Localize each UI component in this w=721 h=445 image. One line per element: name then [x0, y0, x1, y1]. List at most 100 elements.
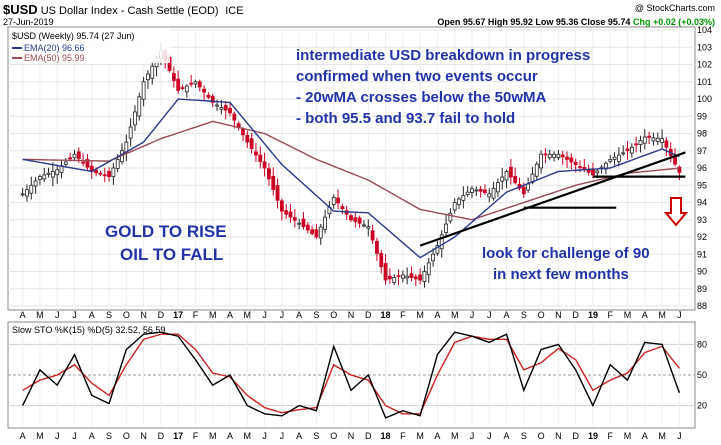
time-tick-label-sto: O	[538, 431, 545, 441]
candle-body	[262, 161, 267, 169]
candle-body	[318, 226, 323, 239]
candlestick-series	[20, 42, 682, 288]
candle-body	[612, 156, 617, 160]
candle-body	[288, 211, 293, 218]
price-tick-label: 100	[697, 94, 712, 104]
time-tick-label-sto: J	[280, 431, 285, 441]
candle-body	[470, 188, 474, 193]
candle-body	[513, 176, 518, 184]
candle-body	[331, 196, 336, 205]
trendline	[419, 151, 686, 247]
time-tick-label-sto: A	[642, 431, 648, 441]
annotation-line-2: confirmed when two events occur	[296, 68, 538, 85]
ohlc-values: Open 95.67 High 95.92 Low 95.36 Close 95…	[437, 17, 631, 27]
candle-body	[232, 113, 237, 121]
candle-body	[314, 229, 319, 238]
legend-main: $USD (Weekly) 95.74 (27 Jun) EMA(20) 96.…	[10, 29, 170, 63]
time-tick-label: O	[330, 310, 337, 320]
time-tick-label-sto: J	[470, 431, 475, 441]
candle-body	[569, 157, 574, 163]
candle-body	[20, 193, 25, 196]
candle-body	[284, 210, 289, 215]
candle-body	[461, 195, 466, 201]
candle-body	[202, 88, 207, 93]
candle-body	[189, 82, 194, 85]
time-tick-label: A	[434, 310, 440, 320]
time-tick-label-sto: S	[521, 431, 527, 441]
annotation-line-3: - 20wMA crosses below the 50wMA	[296, 89, 547, 106]
time-tick-label-sto: A	[434, 431, 440, 441]
time-tick-label-sto: M	[244, 431, 252, 441]
legend-main-label: $USD (Weekly) 95.74 (27 Jun)	[12, 31, 134, 41]
candle-body	[193, 81, 198, 85]
candle-body	[565, 156, 569, 160]
candle-body	[495, 182, 500, 193]
candle-body	[249, 138, 254, 149]
time-tick-label: M	[36, 310, 44, 320]
candle-body	[297, 222, 302, 225]
candle-body	[111, 167, 116, 178]
candle-body	[560, 154, 565, 158]
annotation-oil: OIL TO FALL	[120, 245, 223, 264]
time-tick-label-sto: F	[193, 431, 199, 441]
candle-body	[98, 172, 103, 175]
candle-body	[655, 137, 660, 142]
price-tick-label: 94	[697, 198, 707, 208]
candle-body	[439, 234, 444, 250]
time-tick-label-sto: 19	[588, 431, 598, 441]
time-tick-label: N	[348, 310, 355, 320]
time-tick-label: F	[193, 310, 199, 320]
annotation-line-1: intermediate USD breakdown in progress	[296, 47, 590, 64]
time-tick-label-sto: D	[158, 431, 165, 441]
time-tick-label: M	[451, 310, 459, 320]
candle-body	[642, 136, 647, 144]
candle-body	[629, 146, 634, 154]
candle-body	[413, 276, 418, 280]
time-tick-label-sto: M	[416, 431, 424, 441]
candle-body	[124, 141, 129, 154]
ema20-line	[22, 98, 680, 259]
candle-body	[534, 163, 539, 177]
time-tick-label: M	[209, 310, 217, 320]
candle-body	[349, 215, 353, 221]
sto-tick-label: 20	[697, 401, 707, 411]
price-tick-label: 92	[697, 232, 707, 242]
candle-body	[543, 153, 548, 156]
candle-body	[279, 200, 284, 212]
candle-body	[150, 65, 155, 79]
time-tick-label-sto: O	[330, 431, 337, 441]
candle-body	[444, 223, 448, 234]
time-tick-label-sto: 18	[381, 431, 391, 441]
candle-body	[448, 212, 453, 222]
time-tick-label-sto: J	[55, 431, 60, 441]
time-tick-label-sto: 17	[173, 431, 183, 441]
time-tick-label: J	[262, 310, 267, 320]
candle-body	[638, 139, 643, 145]
time-tick-label-sto: J	[487, 431, 492, 441]
time-tick-label: J	[280, 310, 285, 320]
candle-body	[591, 169, 595, 176]
candle-body	[55, 169, 60, 176]
candle-body	[621, 152, 626, 155]
candle-body	[219, 107, 224, 110]
candle-body	[418, 274, 423, 281]
chart-date: 27-Jun-2019	[3, 17, 54, 27]
time-tick-label: A	[504, 310, 510, 320]
chart-symbol: $USD US Dollar Index - Cash Settle (EOD) …	[3, 2, 244, 17]
candle-body	[197, 81, 202, 88]
trendlines	[419, 151, 686, 247]
candle-body	[228, 107, 232, 114]
candle-body	[63, 161, 68, 165]
symbol-text: $USD	[3, 2, 38, 17]
price-tick-label: 88	[697, 301, 707, 311]
exchange-name: ICE	[225, 5, 244, 17]
time-tick-label-sto: A	[504, 431, 510, 441]
time-tick-label-sto: O	[123, 431, 130, 441]
candle-body	[508, 166, 513, 178]
candle-body	[383, 263, 388, 281]
candle-body	[292, 217, 297, 221]
candle-body	[387, 275, 392, 280]
time-tick-label: O	[123, 310, 130, 320]
candle-body	[102, 174, 107, 177]
